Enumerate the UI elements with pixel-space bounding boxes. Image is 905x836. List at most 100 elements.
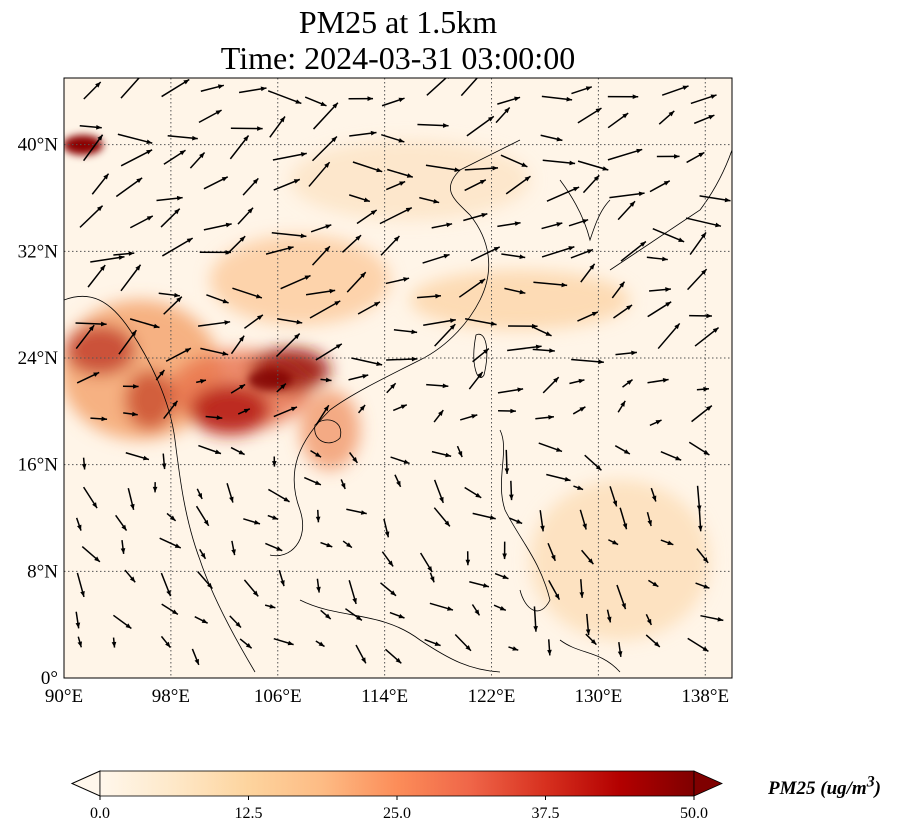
wind-arrow-head: [320, 101, 327, 106]
wind-arrow-head: [152, 486, 158, 493]
wind-arrow-head: [201, 618, 208, 624]
wind-arrow-head: [260, 86, 267, 92]
wind-arrow-shaft: [120, 149, 153, 167]
lon-tick-label: 98°E: [152, 686, 190, 707]
wind-arrow-head: [706, 313, 712, 319]
wind-arrow-head: [95, 82, 101, 88]
wind-arrow-shaft: [466, 115, 495, 137]
wind-arrow-head: [243, 135, 249, 142]
wind-arrow-head: [591, 311, 598, 317]
hotspot-west: [65, 325, 135, 375]
wind-arrow-shaft: [161, 237, 194, 257]
wind-arrow-head: [724, 197, 731, 203]
wind-arrow-head: [153, 323, 160, 329]
wind-arrow-head: [479, 179, 486, 185]
wind-arrow-head: [176, 296, 182, 303]
wind-arrow-head: [577, 485, 584, 490]
wind-arrow-head: [675, 455, 682, 461]
wind-arrow-head: [125, 623, 132, 629]
wind-arrow-head: [586, 249, 593, 254]
wind-arrow-head: [593, 175, 600, 182]
wind-arrow-head: [465, 559, 471, 566]
wind-arrow-shaft: [426, 78, 448, 96]
wind-arrow-head: [221, 176, 228, 182]
wind-arrow-shaft: [117, 133, 153, 144]
wind-arrow-head: [398, 138, 405, 143]
wind-arrow-head: [490, 321, 497, 326]
wind-arrow-head: [316, 586, 321, 593]
wind-arrow-head: [225, 222, 232, 228]
wind-arrow-head: [165, 641, 171, 648]
wind-arrow-head: [77, 524, 82, 531]
wind-arrow-head: [502, 574, 509, 579]
wind-arrow-head: [545, 331, 552, 336]
wind-arrow-head: [304, 275, 311, 280]
colorbar-label: PM25 (ug/m3): [768, 774, 881, 800]
wind-arrow-head: [200, 379, 206, 384]
wind-arrow-head: [435, 293, 441, 299]
map-frame: [63, 77, 733, 679]
wind-arrow-head: [499, 605, 506, 611]
wind-arrow-head: [135, 264, 141, 271]
coastline-hainan: [314, 419, 342, 444]
wind-arrow-head: [632, 94, 639, 100]
wind-arrow-head: [252, 590, 259, 597]
wind-arrow-head: [447, 606, 454, 611]
wind-arrow-shaft: [312, 102, 339, 130]
wind-arrow-head: [192, 135, 198, 141]
wind-arrow-head: [374, 301, 380, 307]
wind-arrow-head: [465, 645, 471, 651]
wind-arrow-head: [283, 496, 290, 502]
wind-arrow-head: [390, 383, 396, 389]
wind-arrow-head: [216, 415, 223, 420]
wind-arrow-head: [524, 176, 531, 182]
wind-arrow-head: [97, 134, 103, 141]
wind-arrow-head: [94, 556, 100, 562]
wind-arrow-head: [186, 238, 193, 243]
wind-arrow-head: [701, 269, 707, 275]
wind-arrow-head: [172, 400, 178, 407]
map-title-line1: PM25 at 1.5km: [298, 4, 498, 40]
wind-arrow-head: [239, 236, 246, 242]
wind-arrow-head: [516, 519, 523, 524]
wind-arrow-head: [174, 543, 181, 548]
wind-arrow-head: [295, 99, 302, 104]
wind-arrow-head: [411, 329, 418, 335]
wind-arrow-shaft: [425, 164, 461, 172]
wind-arrow-head: [81, 463, 87, 470]
wind-arrow-head: [200, 552, 206, 559]
wind-arrow-head: [101, 416, 108, 422]
wind-arrow-head: [622, 523, 628, 530]
wind-arrow-head: [326, 542, 333, 548]
wind-arrow-head: [133, 384, 139, 389]
wind-arrow-head: [445, 452, 452, 458]
wind-arrow-head: [595, 464, 602, 471]
wind-arrow-head: [290, 406, 297, 412]
wind-arrow-head: [602, 166, 609, 171]
wind-arrow-head: [717, 616, 724, 622]
wind-arrow-head: [171, 609, 178, 615]
wind-arrow-shaft: [533, 281, 568, 287]
haze-ocean-east: [530, 480, 710, 640]
wind-arrow-head: [442, 383, 449, 389]
wind-arrow-head: [334, 300, 341, 306]
wind-arrow-shaft: [309, 300, 341, 319]
wind-arrow-head: [239, 384, 246, 390]
wind-arrow-head: [405, 207, 412, 213]
wind-arrow-head: [564, 476, 571, 482]
wind-arrow-head: [169, 515, 176, 521]
wind-arrow-head: [647, 520, 652, 527]
wind-arrow-head: [280, 383, 286, 390]
colorbar-tick-label: 37.5: [532, 805, 560, 822]
wind-arrow-head: [556, 136, 563, 142]
wind-arrow-head: [678, 237, 685, 242]
wind-arrow-head: [708, 115, 715, 120]
wind-arrow-head: [553, 377, 559, 383]
wind-arrow-head: [502, 553, 507, 560]
wind-arrow-head: [146, 139, 153, 144]
wind-arrow-head: [674, 154, 680, 159]
wind-arrow-head: [346, 542, 352, 548]
wind-arrow-shaft: [460, 78, 479, 97]
wind-arrow-head: [146, 149, 153, 155]
